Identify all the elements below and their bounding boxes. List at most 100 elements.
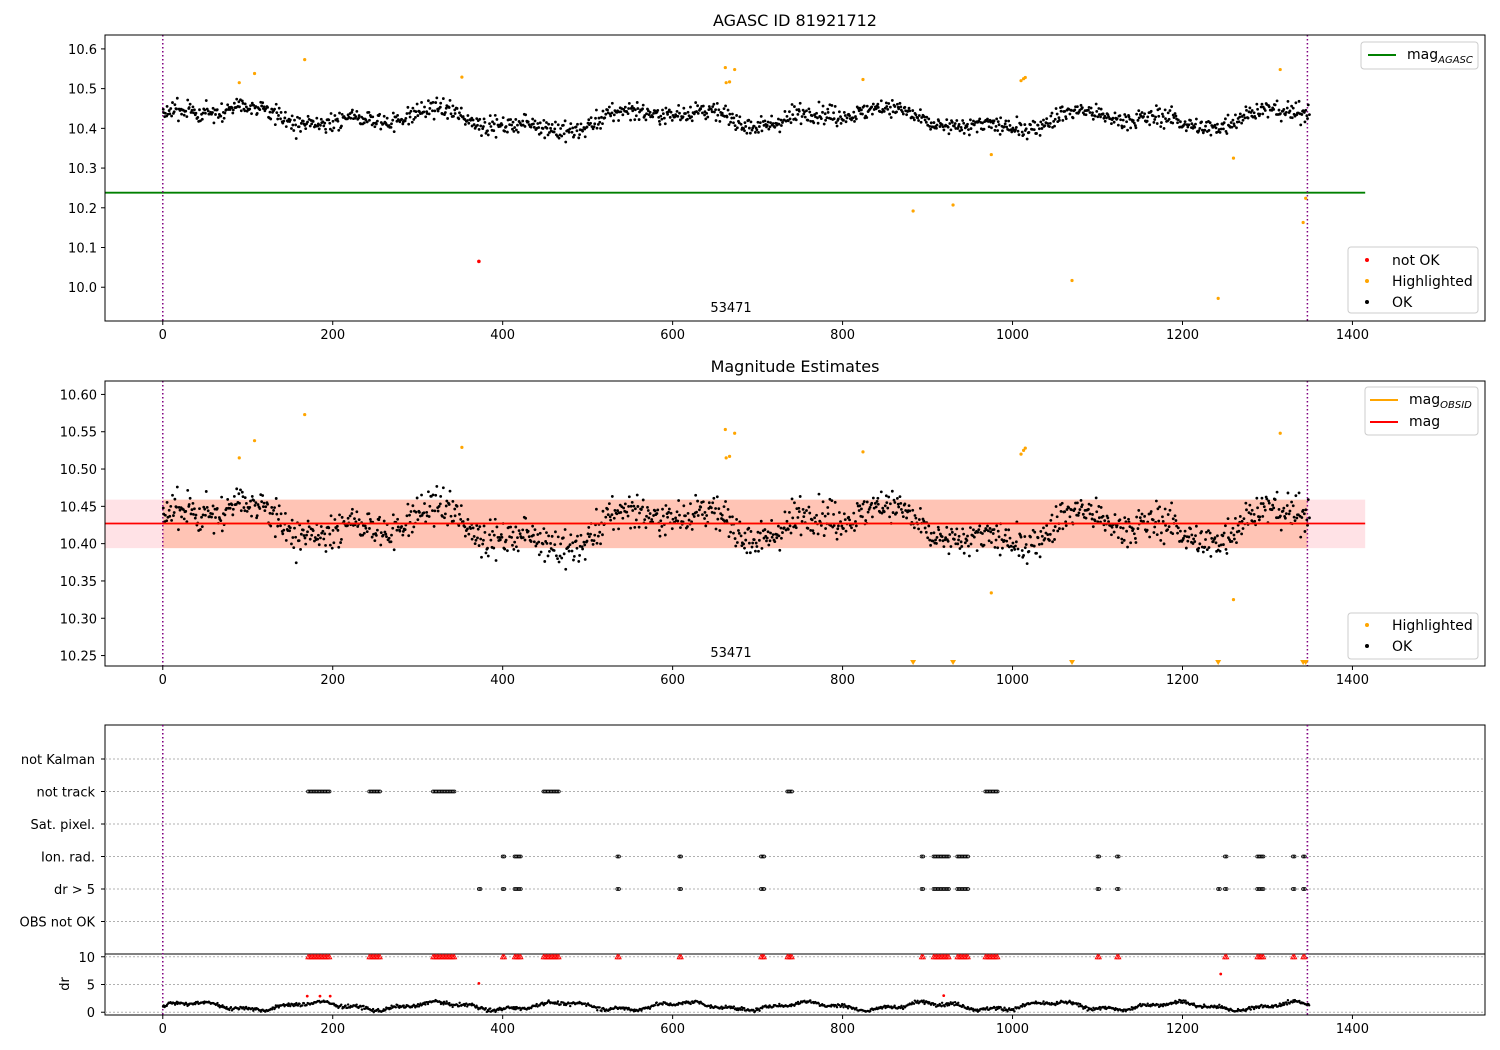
ok-point bbox=[452, 114, 455, 118]
ok-point bbox=[470, 537, 474, 541]
x-tick-label: 600 bbox=[660, 673, 685, 688]
ok-point bbox=[379, 127, 383, 131]
ok-point bbox=[572, 133, 576, 137]
ok-point bbox=[842, 512, 846, 516]
ok-point bbox=[1035, 551, 1038, 555]
ok-point bbox=[382, 519, 386, 523]
ok-point bbox=[917, 527, 920, 531]
flag-marker bbox=[1291, 854, 1295, 859]
ok-point bbox=[1143, 514, 1146, 518]
ok-point bbox=[986, 117, 989, 121]
ok-point bbox=[958, 547, 962, 550]
ok-point bbox=[1285, 504, 1289, 507]
ok-point bbox=[538, 531, 542, 535]
ok-point bbox=[1118, 518, 1122, 522]
ok-point bbox=[788, 110, 791, 114]
legend-marker bbox=[1365, 300, 1369, 304]
ok-point bbox=[936, 525, 940, 529]
ok-point bbox=[379, 531, 383, 535]
ok-point bbox=[194, 111, 198, 115]
dr-point bbox=[426, 1002, 430, 1006]
ok-point bbox=[1094, 102, 1098, 106]
ok-point bbox=[401, 533, 405, 537]
ok-point bbox=[1238, 115, 1242, 119]
ok-point bbox=[567, 549, 571, 553]
ok-point bbox=[472, 535, 476, 538]
flag-marker bbox=[1301, 854, 1306, 859]
ok-point bbox=[777, 534, 781, 538]
ok-point bbox=[748, 131, 752, 135]
ok-point bbox=[781, 121, 784, 124]
ok-point bbox=[967, 128, 970, 132]
ok-point bbox=[1243, 116, 1247, 120]
ok-point bbox=[471, 118, 475, 122]
ok-point bbox=[776, 117, 780, 121]
dr-point bbox=[724, 1004, 727, 1007]
ok-point bbox=[204, 99, 208, 102]
ok-point bbox=[319, 117, 323, 121]
ok-point bbox=[589, 116, 593, 120]
ok-point bbox=[655, 512, 659, 515]
dr-capped-marker bbox=[326, 953, 333, 960]
ok-point bbox=[713, 511, 716, 515]
ok-point bbox=[527, 535, 531, 539]
ok-point bbox=[965, 125, 969, 129]
dr-point bbox=[640, 1009, 643, 1012]
ok-point bbox=[639, 508, 643, 511]
ok-point bbox=[926, 536, 930, 540]
ok-point bbox=[1286, 99, 1290, 103]
ok-point bbox=[212, 121, 216, 125]
ok-point bbox=[1184, 546, 1188, 550]
ok-point bbox=[494, 559, 498, 562]
ok-point bbox=[288, 118, 292, 122]
dr-point bbox=[1138, 1002, 1142, 1006]
ok-point bbox=[351, 507, 354, 511]
ok-point bbox=[806, 526, 810, 530]
ok-point bbox=[677, 103, 681, 107]
ok-point bbox=[328, 543, 332, 547]
dr-point bbox=[1018, 1006, 1021, 1010]
ok-point bbox=[1121, 526, 1125, 530]
ok-point bbox=[874, 505, 878, 509]
ok-point bbox=[754, 130, 757, 134]
ok-point bbox=[866, 510, 870, 514]
flag-marker bbox=[378, 789, 382, 794]
ok-point bbox=[723, 519, 726, 523]
ok-point bbox=[1200, 530, 1203, 533]
ok-point bbox=[1172, 116, 1176, 119]
ok-point bbox=[1023, 535, 1027, 538]
ok-point bbox=[1027, 131, 1031, 134]
ok-point bbox=[826, 107, 830, 111]
ok-point bbox=[828, 497, 832, 501]
ok-point bbox=[269, 524, 273, 528]
ok-point bbox=[735, 541, 739, 544]
ok-point bbox=[904, 509, 908, 512]
ok-point bbox=[367, 110, 371, 114]
ok-point bbox=[634, 114, 638, 118]
ok-point bbox=[935, 123, 939, 127]
ok-point bbox=[1205, 548, 1209, 552]
ok-point bbox=[466, 527, 469, 531]
dr-point bbox=[1006, 1010, 1009, 1013]
ok-point bbox=[728, 515, 732, 519]
ok-point bbox=[363, 524, 367, 528]
ok-point bbox=[1111, 116, 1115, 120]
y-tick-label: 10.5 bbox=[68, 83, 97, 98]
ok-point bbox=[1146, 115, 1150, 119]
ok-point bbox=[794, 118, 798, 122]
ok-point bbox=[570, 549, 574, 553]
flag-marker bbox=[1259, 887, 1264, 891]
dr-point bbox=[196, 1000, 199, 1004]
highlighted-point bbox=[460, 445, 464, 450]
ok-point bbox=[822, 122, 826, 126]
y-tick-label: 10.4 bbox=[68, 122, 97, 137]
ok-point bbox=[1204, 124, 1207, 128]
ok-point bbox=[808, 110, 812, 114]
ok-point bbox=[1171, 113, 1175, 117]
ok-point bbox=[912, 526, 916, 530]
ok-point bbox=[716, 113, 720, 117]
ok-point bbox=[1302, 111, 1306, 114]
ok-point bbox=[1248, 503, 1252, 507]
y-tick-label: 10.30 bbox=[60, 612, 97, 627]
highlighted-point bbox=[1019, 79, 1023, 83]
